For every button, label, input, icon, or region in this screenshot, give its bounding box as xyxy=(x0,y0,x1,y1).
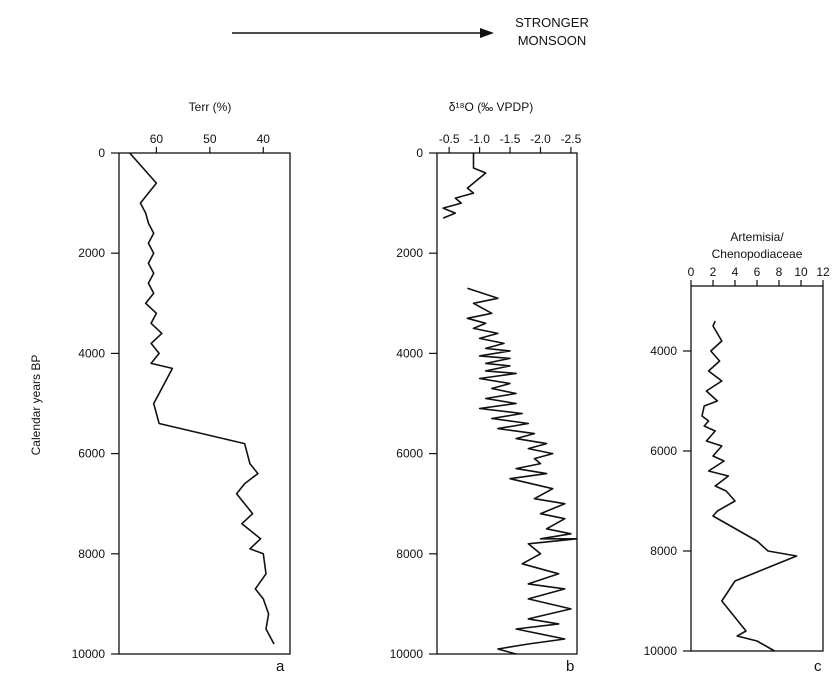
y-tick-label: 0 xyxy=(416,146,423,160)
x-tick-label: -2.0 xyxy=(530,132,551,146)
y-tick-label: 6000 xyxy=(78,447,105,461)
panel-a-frame xyxy=(118,152,291,655)
panel-c-y-ticks: 4000 6000 8000 10000 xyxy=(644,344,691,658)
x-tick-label: 0 xyxy=(688,265,695,279)
y-tick-label: 4000 xyxy=(396,346,423,360)
panel-a: Terr (%) 60 50 40 0 2000 4000 6000 8000 10000 a xyxy=(72,100,291,674)
x-tick-label: 12 xyxy=(816,265,830,279)
x-tick-label: 6 xyxy=(754,265,761,279)
y-tick-label: 2000 xyxy=(78,246,105,260)
x-tick-label: -1.5 xyxy=(500,132,521,146)
y-axis-label: Calendar years BP xyxy=(29,355,43,456)
panel-c-x-ticks: 0 2 4 6 8 10 12 xyxy=(688,265,830,286)
stronger-monsoon-arrow xyxy=(232,28,494,38)
panel-b-y-ticks: 0 2000 4000 6000 8000 10000 xyxy=(390,146,437,661)
panel-c-frame xyxy=(690,285,824,652)
panel-b-series-line-upper xyxy=(442,153,487,219)
y-tick-label: 8000 xyxy=(78,547,105,561)
x-tick-label: -2.5 xyxy=(561,132,582,146)
y-tick-label: 6000 xyxy=(650,444,677,458)
panel-b-xlabel: δ¹⁸O (‰ VPDP) xyxy=(449,100,533,114)
x-tick-label: 10 xyxy=(794,265,808,279)
panel-a-xlabel: Terr (%) xyxy=(189,100,232,114)
panel-b-x-ticks: -0.5 -1.0 -1.5 -2.0 -2.5 xyxy=(439,132,582,153)
header-line2: MONSOON xyxy=(518,33,587,48)
y-tick-label: 0 xyxy=(98,146,105,160)
x-tick-label: 2 xyxy=(710,265,717,279)
arrow-head xyxy=(480,28,494,38)
y-tick-label: 10000 xyxy=(72,647,106,661)
panel-a-letter: a xyxy=(276,658,285,674)
panel-c-letter: c xyxy=(814,658,822,674)
y-tick-label: 4000 xyxy=(650,344,677,358)
panel-c-title-line2: Chenopodiaceae xyxy=(712,247,803,261)
panel-a-y-ticks: 0 2000 4000 6000 8000 10000 xyxy=(72,146,119,661)
panel-a-x-ticks: 60 50 40 xyxy=(150,132,271,153)
x-tick-label: -0.5 xyxy=(439,132,460,146)
x-tick-label: 4 xyxy=(732,265,739,279)
header-line1: STRONGER xyxy=(515,15,589,30)
x-tick-label: -1.0 xyxy=(469,132,490,146)
panel-c-title-line1: Artemisia/ xyxy=(730,230,784,244)
panel-b-frame xyxy=(436,152,578,655)
x-tick-label: 40 xyxy=(257,132,271,146)
panel-b: δ¹⁸O (‰ VPDP) -0.5 -1.0 -1.5 -2.0 -2.5 0 2000… xyxy=(390,100,582,674)
panel-a-series-line xyxy=(129,152,275,645)
y-tick-label: 4000 xyxy=(78,346,105,360)
panel-b-series-line-lower xyxy=(466,287,578,655)
y-tick-label: 6000 xyxy=(396,447,423,461)
y-tick-label: 8000 xyxy=(396,547,423,561)
panel-c: Artemisia/ Chenopodiaceae 0 2 4 6 8 10 12 4000… xyxy=(644,230,830,674)
y-tick-label: 8000 xyxy=(650,544,677,558)
panel-b-letter: b xyxy=(566,658,574,674)
y-tick-label: 10000 xyxy=(644,644,678,658)
y-tick-label: 2000 xyxy=(396,246,423,260)
y-tick-label: 10000 xyxy=(390,647,424,661)
panel-c-series-line xyxy=(701,320,798,652)
x-tick-label: 50 xyxy=(203,132,217,146)
x-tick-label: 8 xyxy=(776,265,783,279)
x-tick-label: 60 xyxy=(150,132,164,146)
